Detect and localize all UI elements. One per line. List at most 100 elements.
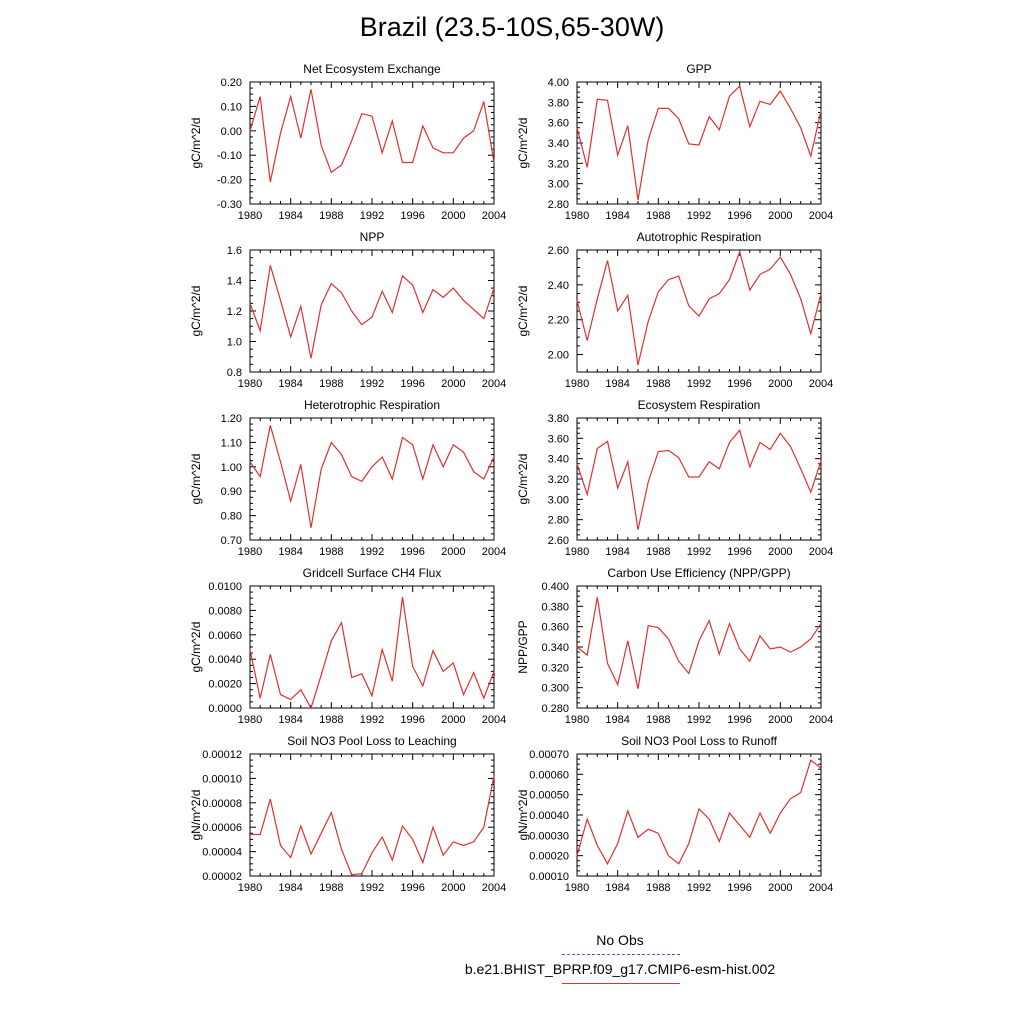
y-tick-label: -0.20: [217, 175, 242, 187]
x-tick-label: 1992: [360, 378, 384, 390]
series-line: [250, 775, 495, 876]
panel-title: Ecosystem Respiration: [638, 398, 761, 412]
y-tick-label: 2.40: [548, 280, 569, 292]
plot-frame: [576, 417, 822, 541]
x-tick-label: 1988: [319, 378, 343, 390]
legend-obs-line: [562, 954, 680, 955]
x-tick-label: 1992: [687, 882, 711, 894]
series-line: [249, 596, 495, 710]
x-tick-label: 1992: [687, 210, 711, 222]
y-tick-label: 0.0020: [208, 679, 242, 691]
y-tick-label: 0.360: [541, 622, 569, 634]
y-tick-label: 3.20: [548, 158, 569, 170]
y-axis-label: NPP/GPP: [516, 620, 530, 673]
y-tick-label: 0.70: [221, 535, 242, 547]
y-tick-label: 0.00020: [529, 851, 569, 863]
y-tick-label: 3.40: [548, 454, 569, 466]
x-tick-label: 1988: [646, 714, 670, 726]
y-tick-label: 0.00006: [202, 822, 242, 834]
panel-title: Carbon Use Efficiency (NPP/GPP): [607, 566, 790, 580]
y-tick-label: 1.4: [227, 276, 242, 288]
x-tick-label: 1992: [360, 714, 384, 726]
y-tick-label: 0.20: [221, 77, 242, 89]
y-tick-label: 1.00: [221, 462, 242, 474]
x-tick-label: 1984: [605, 546, 629, 558]
series-line: [249, 265, 495, 359]
y-tick-label: 0.00030: [529, 830, 569, 842]
y-tick-label: 0.320: [541, 662, 569, 674]
plot-frame: [576, 753, 822, 877]
y-axis-label: gC/m^2/d: [516, 454, 530, 505]
y-axis-label: gC/m^2/d: [189, 118, 203, 169]
x-tick-label: 1988: [319, 210, 343, 222]
legend-model-label: b.e21.BHIST_BPRP.f09_g17.CMIP6-esm-hist.…: [464, 961, 776, 977]
y-tick-label: 0.00: [221, 126, 242, 138]
series-line: [576, 249, 822, 366]
x-tick-label: 1996: [727, 378, 751, 390]
x-tick-label: 2004: [809, 378, 833, 390]
y-tick-label: -0.10: [217, 150, 242, 162]
x-tick-label: 1992: [687, 546, 711, 558]
y-tick-label: 0.00040: [529, 810, 569, 822]
y-axis-label: gC/m^2/d: [516, 286, 530, 337]
y-axis-label: gC/m^2/d: [189, 286, 203, 337]
x-tick-label: 2000: [768, 882, 792, 894]
plot-frame: [249, 417, 495, 541]
x-tick-label: 1996: [727, 210, 751, 222]
x-tick-label: 2000: [441, 882, 465, 894]
y-axis-label: gC/m^2/d: [189, 622, 203, 673]
x-tick-label: 1984: [278, 210, 302, 222]
y-tick-label: 0.0100: [208, 581, 242, 593]
y-tick-label: 0.0040: [208, 654, 242, 666]
plot-frame: [576, 585, 822, 709]
plot-frame: [249, 753, 495, 877]
x-tick-label: 1984: [605, 378, 629, 390]
x-tick-label: 2000: [768, 378, 792, 390]
x-tick-label: 2000: [768, 714, 792, 726]
y-axis-label: gN/m^2/d: [189, 790, 203, 841]
x-tick-label: 1980: [238, 546, 262, 558]
x-tick-label: 1980: [565, 378, 589, 390]
x-tick-label: 2004: [482, 546, 506, 558]
y-tick-label: 0.8: [227, 367, 242, 379]
y-tick-label: 3.40: [548, 138, 569, 150]
x-tick-label: 2000: [768, 210, 792, 222]
y-tick-label: 0.10: [221, 101, 242, 113]
series-line: [576, 84, 822, 201]
y-tick-label: 2.20: [548, 315, 569, 327]
x-tick-label: 1996: [727, 882, 751, 894]
x-tick-label: 2004: [809, 882, 833, 894]
x-tick-label: 1984: [605, 882, 629, 894]
y-tick-label: 0.300: [541, 683, 569, 695]
x-tick-label: 1980: [238, 210, 262, 222]
x-tick-label: 1992: [687, 714, 711, 726]
x-tick-label: 2004: [482, 378, 506, 390]
y-tick-label: 0.00012: [202, 749, 242, 761]
plot-frame: [249, 585, 495, 709]
x-tick-label: 1996: [400, 714, 424, 726]
series-line: [249, 425, 495, 528]
x-tick-label: 2004: [809, 210, 833, 222]
y-tick-label: 0.80: [221, 511, 242, 523]
y-tick-label: 2.00: [548, 350, 569, 362]
y-tick-label: 0.00002: [202, 871, 242, 883]
y-tick-label: 0.380: [541, 601, 569, 613]
x-tick-label: 1988: [646, 546, 670, 558]
y-tick-label: 0.00010: [202, 773, 242, 785]
x-tick-label: 1988: [319, 546, 343, 558]
x-tick-label: 1980: [565, 714, 589, 726]
x-tick-label: 1984: [278, 378, 302, 390]
series-line: [576, 428, 822, 530]
y-tick-label: 1.20: [221, 413, 242, 425]
y-tick-label: 2.60: [548, 245, 569, 257]
y-tick-label: 0.00010: [529, 871, 569, 883]
x-tick-label: 2000: [441, 378, 465, 390]
y-axis-label: gC/m^2/d: [189, 454, 203, 505]
x-tick-label: 1996: [400, 378, 424, 390]
x-tick-label: 1980: [565, 882, 589, 894]
x-tick-label: 2000: [441, 546, 465, 558]
x-tick-label: 2004: [809, 714, 833, 726]
x-tick-label: 1984: [605, 714, 629, 726]
x-tick-label: 1992: [360, 882, 384, 894]
